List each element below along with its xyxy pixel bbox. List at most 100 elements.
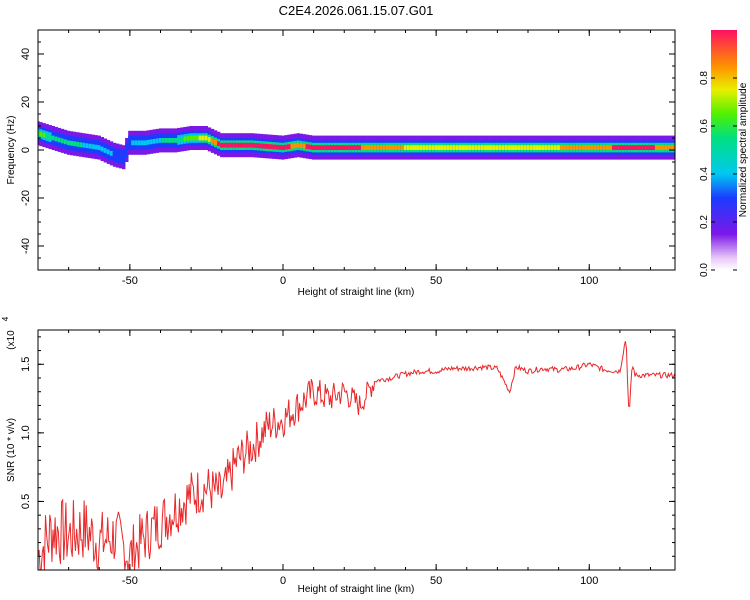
spectrogram-cell bbox=[559, 145, 564, 150]
spectrogram-cell bbox=[69, 140, 74, 146]
spectrogram-cell bbox=[250, 142, 255, 148]
spectrogram-cell bbox=[624, 145, 628, 150]
colorbar-tick-label: 0.6 bbox=[699, 119, 710, 133]
spectrogram-cell bbox=[667, 145, 671, 150]
spectrogram-cell bbox=[278, 144, 282, 150]
spectrogram-cell bbox=[379, 145, 383, 150]
spectrogram-cell bbox=[281, 145, 285, 150]
spectrogram-xtick-label: 100 bbox=[580, 275, 598, 287]
spectrogram-cell bbox=[226, 142, 230, 148]
spectrogram-cell bbox=[357, 145, 362, 150]
spectrogram-cell bbox=[216, 141, 221, 147]
spectrogram-cell bbox=[155, 138, 160, 144]
spectrogram-cell bbox=[526, 145, 530, 150]
spectrogram-ytick-label: 0 bbox=[20, 147, 32, 153]
spectrogram-cell bbox=[210, 138, 215, 144]
spectrogram-cell bbox=[422, 145, 426, 150]
spectrogram-cell bbox=[106, 149, 111, 155]
spectrogram-cell bbox=[550, 145, 555, 150]
spectrogram-cell bbox=[131, 140, 135, 146]
spectrogram-cell bbox=[529, 145, 533, 150]
spectrogram-cell bbox=[581, 145, 585, 150]
spectrogram-cell bbox=[54, 136, 59, 142]
spectrogram-cell bbox=[66, 140, 71, 146]
spectrogram-cell bbox=[532, 145, 536, 150]
snr-ytick-label: 1.5 bbox=[20, 357, 32, 372]
spectrogram-cell bbox=[382, 145, 386, 150]
spectrogram-cell bbox=[327, 145, 331, 150]
spectrogram-cell bbox=[495, 145, 500, 150]
spectrogram-cell bbox=[412, 145, 417, 150]
spectrogram-cell bbox=[189, 135, 193, 141]
spectrogram-ytick-label: -40 bbox=[20, 238, 32, 254]
spectrogram-cell bbox=[630, 145, 634, 150]
spectrogram-cell bbox=[342, 145, 346, 150]
spectrogram-cell bbox=[244, 142, 248, 148]
spectrogram-cell bbox=[287, 144, 291, 150]
spectrogram-cell bbox=[311, 145, 316, 150]
spectrogram-cell bbox=[394, 145, 399, 150]
spectrogram-cell bbox=[639, 145, 644, 150]
spectrogram-cell bbox=[167, 138, 172, 143]
snr-xtick-label: -50 bbox=[122, 575, 138, 587]
spectrogram-cell bbox=[391, 145, 395, 150]
spectrogram-cell bbox=[501, 145, 506, 150]
spectrogram-cell bbox=[569, 145, 573, 150]
spectrogram-ridge bbox=[38, 121, 675, 170]
spectrogram-cell bbox=[97, 145, 101, 150]
spectrogram-cell bbox=[673, 145, 675, 150]
spectrogram-cell bbox=[409, 145, 414, 150]
spectrogram-cell bbox=[416, 145, 420, 150]
spectrogram-cell bbox=[38, 130, 40, 136]
spectrogram-cell bbox=[183, 136, 187, 142]
spectrogram-cell bbox=[333, 145, 337, 150]
spectrogram-cell bbox=[520, 145, 524, 150]
spectrogram-cell bbox=[621, 145, 625, 150]
spectrogram-cell bbox=[428, 145, 432, 150]
spectrogram-cell bbox=[367, 145, 371, 150]
colorbar-gradient bbox=[711, 30, 737, 270]
spectrogram-cell bbox=[339, 145, 343, 150]
spectrogram-cell bbox=[192, 135, 196, 141]
spectrogram-ytick-label: 20 bbox=[20, 96, 32, 108]
spectrogram-cell bbox=[305, 144, 310, 150]
spectrogram-cell bbox=[174, 138, 178, 143]
spectrogram-cell bbox=[259, 143, 264, 149]
spectrogram-cell bbox=[265, 144, 270, 149]
spectrogram-cell bbox=[351, 145, 356, 150]
spectrogram-cell bbox=[235, 142, 239, 148]
spectrogram-cell bbox=[318, 145, 322, 150]
spectrogram-cell bbox=[137, 140, 141, 146]
spectrogram-cell bbox=[651, 145, 656, 150]
spectrogram-cell bbox=[109, 150, 114, 156]
spectrogram-cell bbox=[510, 145, 515, 150]
spectrogram-cell bbox=[45, 133, 49, 139]
spectrogram-cell bbox=[446, 145, 451, 150]
spectrogram-cell bbox=[118, 154, 123, 159]
snr-xtick-label: 50 bbox=[430, 575, 442, 587]
spectrogram-cell bbox=[602, 145, 607, 150]
spectrogram-cell bbox=[461, 145, 466, 150]
spectrogram-cell bbox=[94, 144, 98, 150]
spectrogram-cell bbox=[39, 131, 43, 137]
spectrogram-cell bbox=[204, 135, 209, 141]
snr-x-label: Height of straight line (km) bbox=[298, 584, 415, 595]
spectrogram-cell bbox=[296, 142, 301, 148]
spectrogram-cell bbox=[158, 138, 163, 143]
spectrogram-cell bbox=[232, 142, 236, 148]
spectrogram-cell bbox=[633, 145, 637, 150]
spectrogram-cell bbox=[547, 145, 552, 150]
spectrogram-cell bbox=[299, 143, 304, 149]
snr-series-line bbox=[38, 341, 675, 570]
spectrogram-cell bbox=[523, 145, 527, 150]
spectrogram-cell bbox=[474, 145, 478, 150]
spectrogram-cell bbox=[480, 145, 484, 150]
colorbar-label: Normalized spectral amplitude bbox=[738, 82, 749, 217]
spectrogram-cell bbox=[385, 145, 389, 150]
spectrogram-cell bbox=[431, 145, 435, 150]
colorbar-tick-label: 0.2 bbox=[699, 215, 710, 229]
spectrogram-cell bbox=[262, 143, 267, 149]
spectrogram-cell bbox=[308, 144, 313, 150]
spectrogram-cell bbox=[612, 145, 616, 150]
